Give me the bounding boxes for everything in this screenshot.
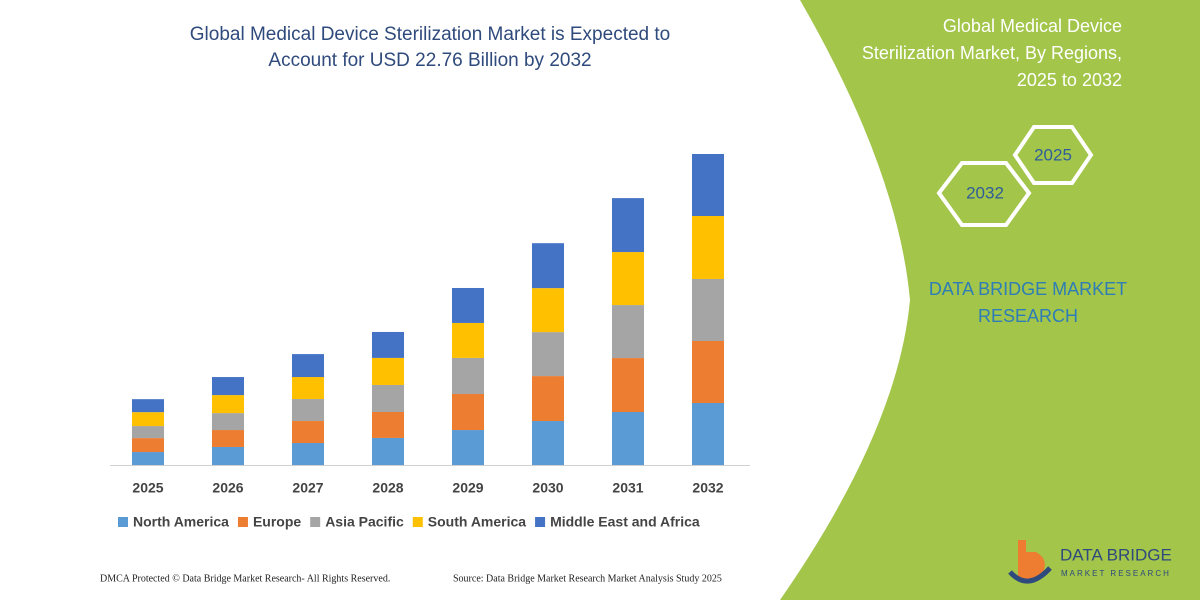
bar-segment	[292, 377, 324, 400]
x-tick-label: 2029	[452, 480, 483, 496]
x-tick-label: 2030	[532, 480, 563, 496]
bar-segment	[692, 402, 724, 465]
side-title: Sterilization Market, By Regions,	[862, 43, 1122, 63]
chart-title: Account for USD 22.76 Billion by 2032	[268, 50, 591, 71]
legend-label: South America	[428, 514, 526, 530]
x-tick-label: 2032	[692, 480, 723, 496]
legend-label: Europe	[253, 514, 301, 530]
footer-right: Source: Data Bridge Market Research Mark…	[453, 573, 722, 584]
hexagon-label: 2032	[966, 183, 1004, 202]
bar-segment	[612, 358, 644, 413]
side-title: 2025 to 2032	[1017, 70, 1122, 90]
bar-segment	[132, 412, 164, 427]
legend-label: Middle East and Africa	[550, 514, 700, 530]
bar-segment	[372, 437, 404, 465]
x-tick-label: 2028	[372, 480, 403, 496]
footer-left: DMCA Protected © Data Bridge Market Rese…	[100, 573, 390, 584]
bar-segment	[692, 216, 724, 279]
bar-segment	[292, 443, 324, 465]
bar-segment	[212, 413, 244, 431]
x-tick-label: 2026	[212, 480, 243, 496]
side-title: Global Medical Device	[943, 16, 1122, 36]
bar-segment	[452, 430, 484, 465]
bar-segment	[692, 154, 724, 217]
bar-segment	[212, 395, 244, 414]
hexagon	[1012, 125, 1094, 185]
bar-segment	[532, 288, 564, 333]
bar-segment	[292, 421, 324, 444]
x-tick-label: 2031	[612, 480, 643, 496]
bar-segment	[692, 278, 724, 341]
bar-segment	[372, 384, 404, 413]
hexagon-label: 2025	[1034, 145, 1072, 164]
legend-swatch	[310, 517, 321, 527]
logo: DATA BRIDGE MARKET RESEARCH	[1008, 540, 1172, 584]
bar-segment	[132, 452, 164, 465]
legend-swatch	[237, 517, 248, 527]
chart-title: Global Medical Device Sterilization Mark…	[190, 24, 670, 45]
bar-segment	[292, 399, 324, 422]
bar-segment	[132, 438, 164, 453]
bar-segment	[612, 252, 644, 306]
logo-mark	[1008, 566, 1052, 584]
bar-segment	[692, 340, 724, 403]
legend-swatch	[412, 517, 423, 527]
bar-segment	[532, 332, 564, 377]
bar-segment	[372, 331, 404, 358]
legend-label: Asia Pacific	[325, 514, 404, 530]
bar-segment	[372, 412, 404, 438]
bar-segment	[452, 357, 484, 394]
bar-segment	[612, 198, 644, 253]
bar-segment	[452, 287, 484, 323]
side-panel-bg	[780, 0, 1200, 600]
bar-segment	[132, 426, 164, 439]
legend-swatch	[118, 517, 128, 527]
bar-segment	[372, 357, 404, 385]
bar-segment	[212, 446, 244, 465]
brand-text: RESEARCH	[978, 306, 1078, 326]
bar-segment	[212, 430, 244, 447]
hexagon	[936, 161, 1032, 227]
bar-segment	[532, 376, 564, 422]
bar-segment	[452, 322, 484, 358]
logo-name: DATA BRIDGE	[1060, 545, 1172, 564]
bar-segment	[452, 393, 484, 431]
bar-segment	[292, 354, 324, 378]
bar-segment	[132, 399, 164, 413]
bar-segment	[532, 243, 564, 289]
bar-segment	[612, 412, 644, 465]
logo-mark	[1018, 540, 1045, 582]
legend-label: North America	[133, 514, 229, 530]
x-tick-label: 2025	[132, 480, 163, 496]
logo-tagline: MARKET RESEARCH	[1061, 569, 1171, 578]
brand-text: DATA BRIDGE MARKET	[929, 279, 1127, 299]
bar-segment	[612, 305, 644, 359]
bar-segment	[532, 421, 564, 465]
bar-segment	[212, 377, 244, 396]
x-tick-label: 2027	[292, 480, 323, 496]
legend-swatch	[535, 517, 546, 527]
